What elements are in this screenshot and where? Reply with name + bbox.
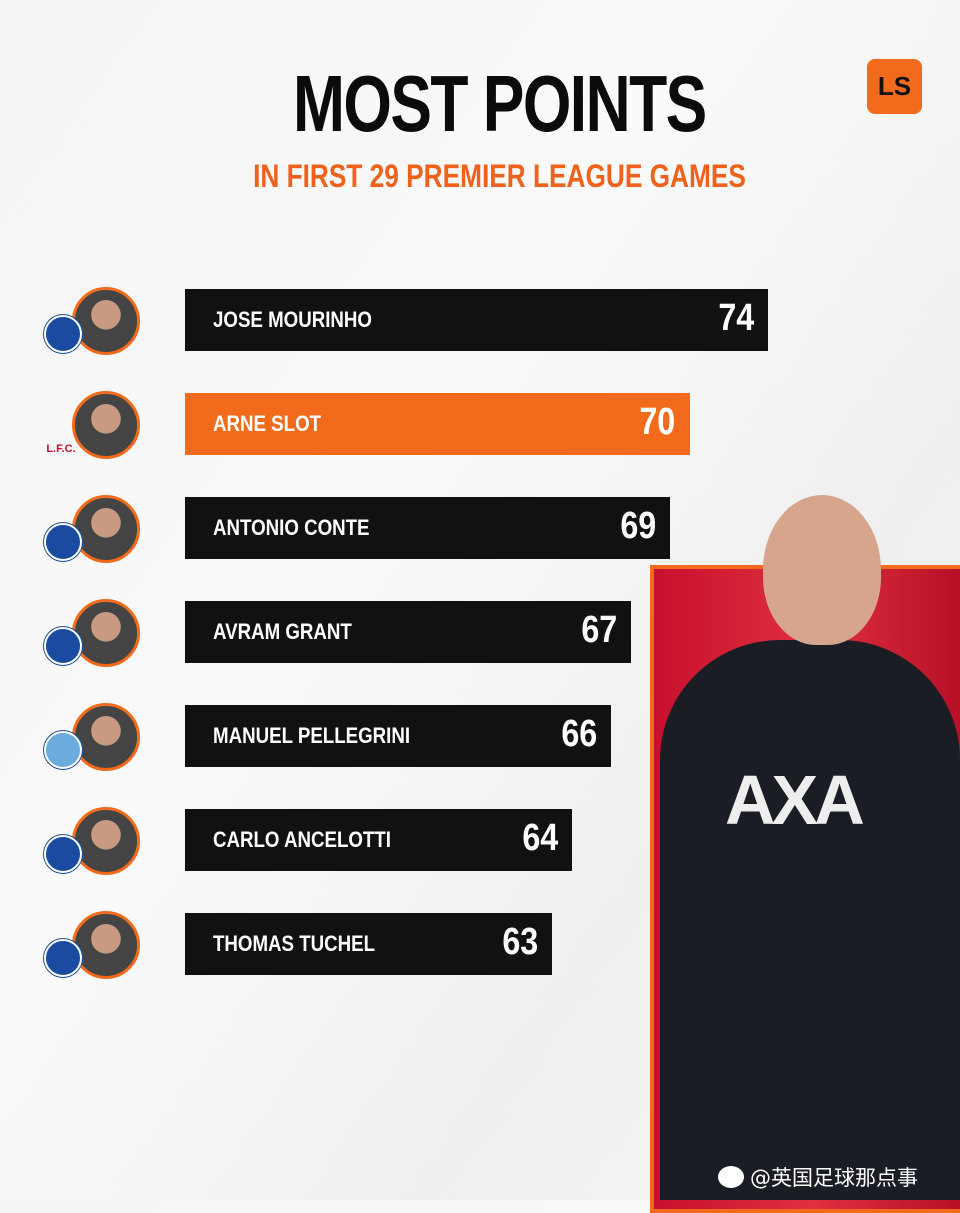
chelsea-badge-icon <box>44 835 82 873</box>
chelsea-badge-icon <box>44 939 82 977</box>
man-city-badge-icon <box>44 731 82 769</box>
manager-avatar <box>72 391 140 459</box>
weibo-watermark: @英国足球那点事 <box>718 1162 918 1192</box>
chelsea-badge-icon <box>44 627 82 665</box>
bar-row: ANTONIO CONTE 69 <box>0 495 960 563</box>
bar-value: 69 <box>620 505 656 547</box>
bar: JOSE MOURINHO 74 <box>185 289 768 351</box>
chart-title: MOST POINTS <box>292 59 707 148</box>
weibo-icon <box>718 1166 744 1188</box>
chart-subtitle: IN FIRST 29 PREMIER LEAGUE GAMES <box>253 158 746 194</box>
manager-avatar <box>72 495 140 563</box>
bar-value: 67 <box>580 609 617 651</box>
bar-label: ARNE SLOT <box>213 411 322 436</box>
bar-value: 74 <box>718 297 754 339</box>
bar-label: CARLO ANCELOTTI <box>213 827 391 852</box>
bar-label: MANUEL PELLEGRINI <box>213 723 411 748</box>
manager-photo-body <box>660 640 960 1200</box>
ls-logo: LS <box>867 59 922 114</box>
bar: AVRAM GRANT 67 <box>185 601 631 663</box>
bar: ANTONIO CONTE 69 <box>185 497 670 559</box>
bar-label: JOSE MOURINHO <box>213 307 372 332</box>
chelsea-badge-icon <box>44 523 82 561</box>
bar-value: 66 <box>561 713 598 755</box>
axa-sponsor-logo: AXA <box>725 761 865 839</box>
manager-avatar <box>72 807 140 875</box>
manager-avatar <box>72 599 140 667</box>
bar-row: THOMAS TUCHEL 63 <box>0 911 960 979</box>
bar-value: 64 <box>522 817 558 859</box>
manager-avatar <box>72 287 140 355</box>
bar-value: 70 <box>639 401 676 443</box>
bar: MANUEL PELLEGRINI 66 <box>185 705 612 767</box>
manager-avatar <box>72 703 140 771</box>
chelsea-badge-icon <box>44 315 82 353</box>
bar-row: MANUEL PELLEGRINI 66 <box>0 703 960 771</box>
manager-avatar <box>72 911 140 979</box>
bar-label: ANTONIO CONTE <box>213 515 370 540</box>
bar: CARLO ANCELOTTI 64 <box>185 809 572 871</box>
bar-row: CARLO ANCELOTTI 64 <box>0 807 960 875</box>
bar-row: JOSE MOURINHO 74 <box>0 287 960 355</box>
bar-label: THOMAS TUCHEL <box>213 931 376 956</box>
bar-value: 63 <box>502 921 539 963</box>
watermark-text: @英国足球那点事 <box>750 1166 918 1190</box>
bar: ARNE SLOT 70 <box>185 393 690 455</box>
liverpool-badge-icon: L.F.C. <box>46 443 76 455</box>
bar: THOMAS TUCHEL 63 <box>185 913 553 975</box>
manager-photo-head <box>763 495 881 645</box>
bar-row: L.F.C. ARNE SLOT 70 <box>0 391 960 459</box>
bar-label: AVRAM GRANT <box>213 619 352 644</box>
bar-row: AVRAM GRANT 67 <box>0 599 960 667</box>
